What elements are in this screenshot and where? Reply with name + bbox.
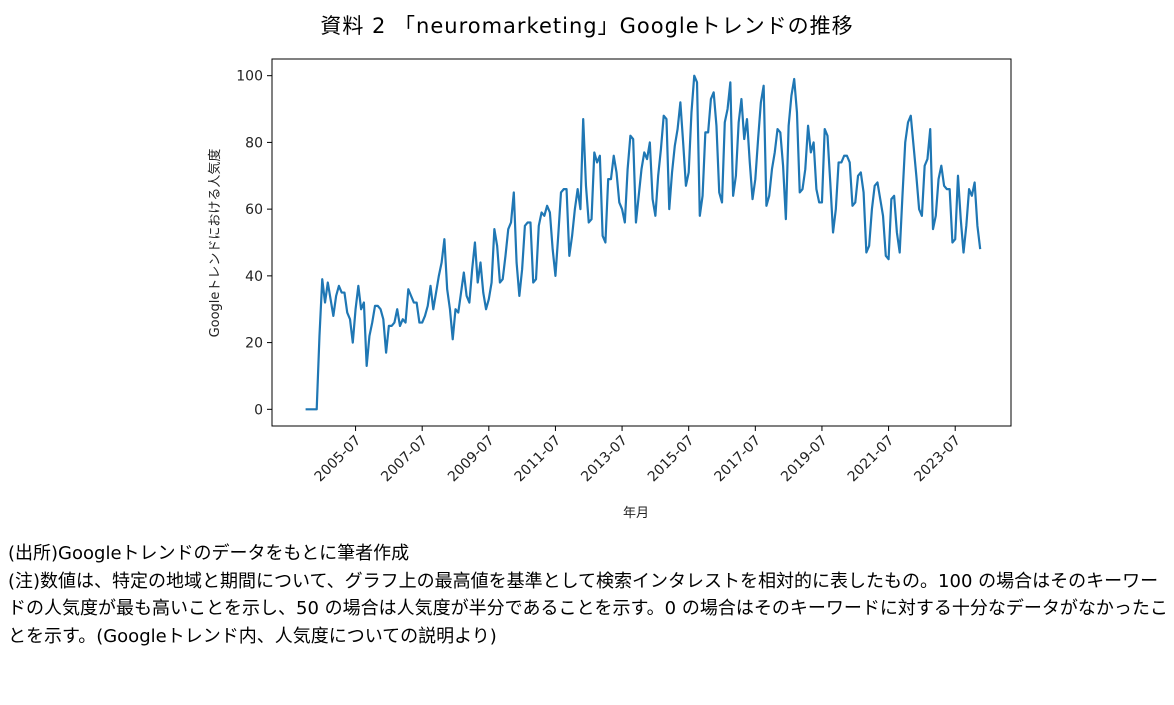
x-axis-label: 年月 (623, 506, 649, 521)
x-tick-label: 2023-07 (911, 433, 964, 486)
x-axis: 2005-07 2007-07 2009-07 2011-07 2013-07 2015-… (312, 426, 964, 485)
plot-frame (271, 58, 1012, 427)
notes: (出所)Googleトレンドのデータをもとに筆者作成 (注)数値は、特定の地域と… (8, 540, 1168, 650)
x-tick-label: 2021-07 (845, 433, 898, 486)
y-axis-label: Googleトレンドにおける人気度 (207, 149, 223, 338)
y-tick-label: 0 (254, 402, 263, 418)
line-chart: 0 20 40 60 80 100 2005-07 2007-07 2009-07 2011-0… (207, 58, 1012, 521)
data-line (305, 74, 982, 411)
y-tick-label: 20 (245, 336, 263, 352)
y-tick-label: 80 (245, 135, 263, 151)
x-tick-label: 2015-07 (645, 433, 698, 486)
y-tick-label: 40 (245, 269, 263, 285)
explanatory-note: (注)数値は、特定の地域と期間について、グラフ上の最高値を基準として検索インタレ… (8, 570, 1168, 647)
x-tick-label: 2005-07 (312, 433, 365, 486)
x-tick-label: 2007-07 (378, 433, 431, 486)
source-note: (出所)Googleトレンドのデータをもとに筆者作成 (8, 543, 410, 564)
y-axis: 0 20 40 60 80 100 (236, 69, 272, 418)
y-tick-label: 100 (236, 69, 263, 85)
y-tick-label: 60 (245, 202, 263, 218)
x-tick-label: 2011-07 (512, 433, 565, 486)
x-tick-label: 2017-07 (711, 433, 764, 486)
chart-title: 資料 2 「neuromarketing」Googleトレンドの推移 (320, 14, 854, 38)
x-tick-label: 2013-07 (578, 433, 631, 486)
plot-area (271, 58, 1012, 427)
x-tick-label: 2009-07 (445, 433, 498, 486)
x-tick-label: 2019-07 (778, 433, 831, 486)
